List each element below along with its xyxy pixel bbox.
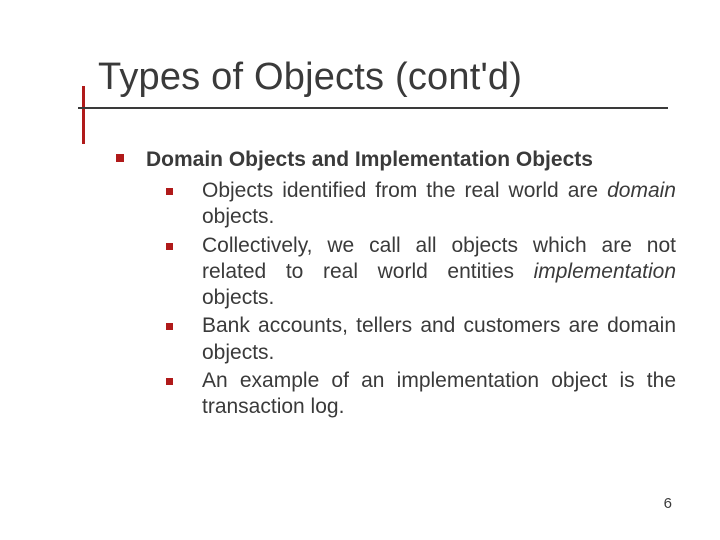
accent-horizontal-rule xyxy=(78,107,668,109)
content-area: Domain Objects and Implementation Object… xyxy=(116,148,676,422)
bullet-text-pre: An example of an implementation object i… xyxy=(202,369,676,418)
list-item: An example of an implementation object i… xyxy=(166,368,676,421)
slide: Types of Objects (cont'd) Domain Objects… xyxy=(0,0,720,540)
bullet-text-pre: Bank accounts, tellers and customers are… xyxy=(202,314,676,363)
slide-title: Types of Objects (cont'd) xyxy=(98,56,522,98)
bullet-text-post: objects. xyxy=(202,286,274,309)
square-bullet-icon xyxy=(116,154,124,162)
list-item: Bank accounts, tellers and customers are… xyxy=(166,313,676,366)
level1-heading: Domain Objects and Implementation Object… xyxy=(146,148,593,171)
bullet-text-post: objects. xyxy=(202,205,274,228)
accent-vertical-bar xyxy=(82,86,85,144)
bullet-text-em: implementation xyxy=(534,260,676,283)
page-number: 6 xyxy=(664,495,672,512)
list-item: Collectively, we call all objects which … xyxy=(166,233,676,312)
title-block: Types of Objects (cont'd) xyxy=(98,56,522,99)
level1-item: Domain Objects and Implementation Object… xyxy=(116,148,676,172)
bullet-text-em: domain xyxy=(607,179,676,202)
bullet-text-pre: Objects identified from the real world a… xyxy=(202,179,607,202)
level2-list: Objects identified from the real world a… xyxy=(166,178,676,420)
list-item: Objects identified from the real world a… xyxy=(166,178,676,231)
